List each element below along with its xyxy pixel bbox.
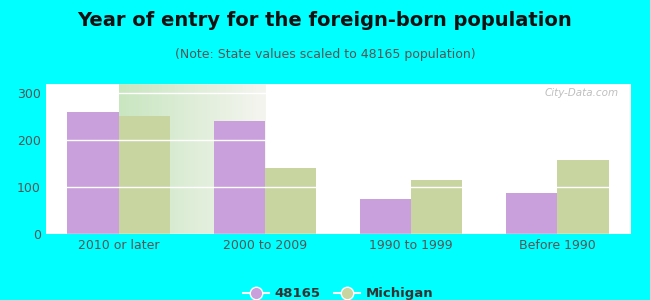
Bar [214, 121, 265, 234]
Bar [506, 193, 558, 234]
Legend: 48165, Michigan: 48165, Michigan [238, 282, 438, 300]
Bar [411, 180, 462, 234]
Text: Year of entry for the foreign-born population: Year of entry for the foreign-born popul… [77, 11, 573, 31]
Bar [265, 168, 316, 234]
Bar [558, 160, 608, 234]
Bar [360, 199, 411, 234]
Text: City-Data.com: City-Data.com [545, 88, 619, 98]
Text: (Note: State values scaled to 48165 population): (Note: State values scaled to 48165 popu… [175, 47, 475, 61]
Bar [68, 112, 118, 234]
Bar [118, 116, 170, 234]
